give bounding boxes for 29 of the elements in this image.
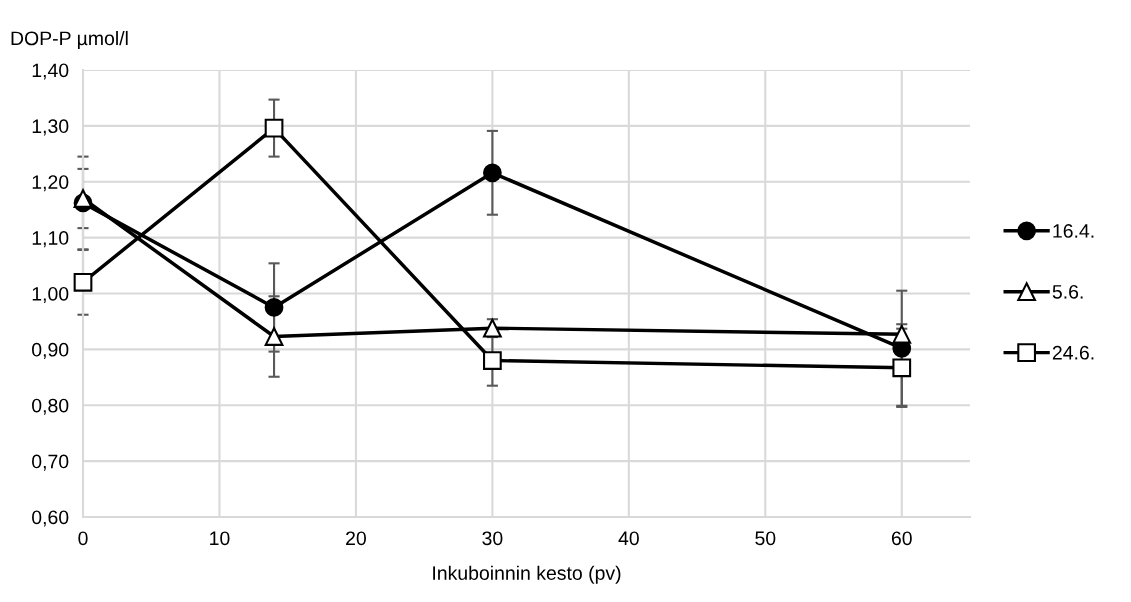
legend-label: 16.4. (1053, 224, 1094, 238)
point (892, 358, 912, 378)
legend-label: 24.6. (1052, 345, 1094, 360)
y-axis-title: DOP-P µmol/l (11, 30, 128, 50)
y-tick-label: 0,90 (32, 342, 69, 359)
x-tick-label: 0 (78, 531, 88, 546)
point (73, 272, 93, 292)
y-tick-label: 1,20 (32, 175, 69, 192)
point (73, 189, 93, 208)
point (264, 298, 284, 317)
point (264, 327, 284, 346)
y-tick-label: 0,60 (32, 510, 69, 527)
y-tick-label: 0,70 (32, 454, 69, 471)
legend-label: 5.6. (1052, 284, 1083, 299)
x-tick-label: 60 (891, 531, 912, 546)
y-tick-label: 1,00 (32, 286, 69, 304)
x-tick-label: 20 (346, 531, 366, 546)
point (483, 163, 502, 183)
y-tick-label: 1,10 (32, 231, 69, 248)
x-axis-title: Inkuboinnin kesto (pv) (433, 565, 621, 584)
y-tick-label: 1,40 (32, 63, 69, 80)
point (264, 118, 284, 138)
y-tick-label: 1,30 (32, 119, 69, 136)
x-tick-label: 30 (482, 531, 503, 546)
y-tick-label: 0,80 (32, 398, 69, 415)
point (483, 351, 502, 370)
x-tick-label: 50 (755, 531, 776, 546)
x-tick-label: 40 (618, 531, 639, 546)
x-tick-label: 10 (210, 531, 230, 546)
